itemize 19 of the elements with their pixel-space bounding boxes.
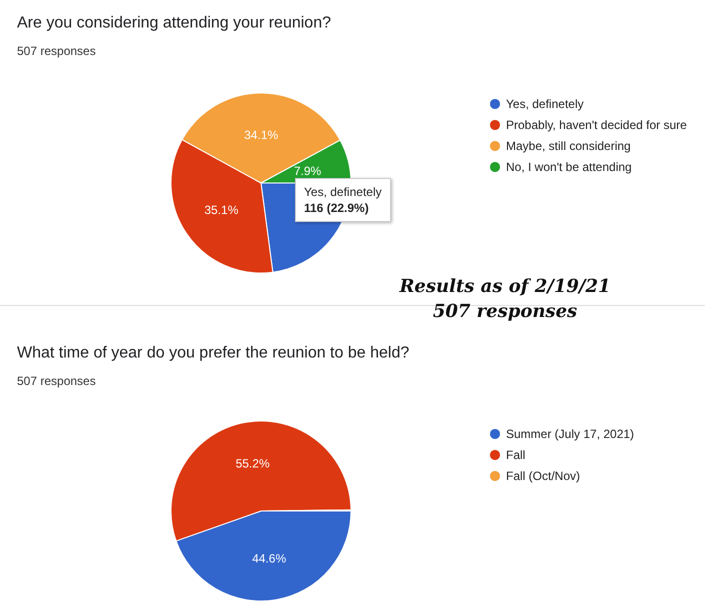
text: Yes, definetely 116 (22.9%) [304,184,382,216]
legend-label: Maybe, still considering [506,139,631,153]
chart-title: Are you considering attending your reunion? [17,14,332,32]
legend-label: Yes, definetely [506,97,584,111]
text: Results as of 2/19/21 [398,276,612,297]
legend-label: Fall (Oct/Nov) [506,469,580,483]
text: 507 responses [17,374,96,388]
legend-label: No, I won't be attending [506,160,632,174]
data-label: 35.1% [204,203,239,218]
legend-label: Probably, haven't decided for sure [506,118,688,132]
legend-label: Fall [506,448,526,462]
data-label: 34.1% [244,128,278,142]
data-label: 7.9% [294,164,322,178]
text: 507 responses [432,301,578,322]
legend-label: Summer (July 17, 2021) [506,427,634,441]
data-label: 44.6% [252,551,286,566]
data-label: 55.2% [236,456,270,471]
text: 507 responses [17,44,96,58]
chart-title: What time of year do you prefer the reunion to be held? [17,344,410,362]
